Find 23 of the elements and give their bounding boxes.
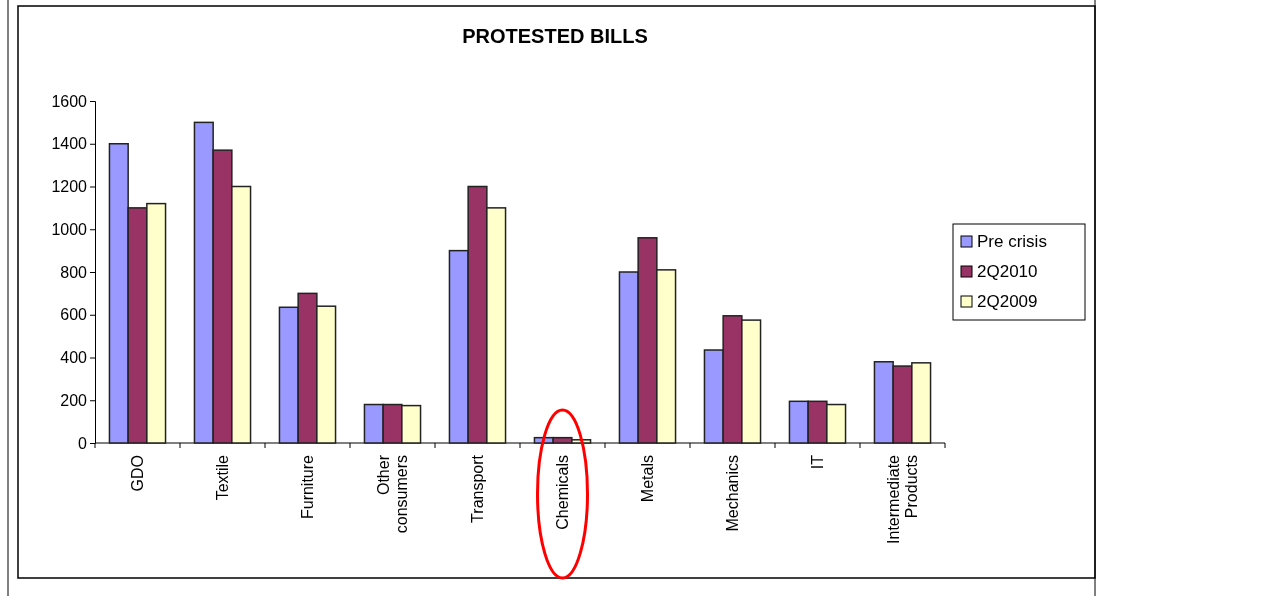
x-tick-label: Furniture — [298, 454, 316, 520]
x-tick-label: Transport — [468, 454, 486, 523]
legend-label: 2Q2009 — [977, 292, 1038, 311]
y-tick-label: 600 — [60, 306, 88, 324]
x-tick-label: Textile — [213, 454, 231, 501]
legend-label: Pre crisis — [977, 232, 1047, 251]
y-tick-label: 1600 — [51, 92, 88, 110]
y-tick-label: 200 — [60, 391, 88, 409]
y-tick-label: 1000 — [51, 220, 88, 238]
y-tick-label: 1200 — [51, 178, 88, 196]
x-tick-label: Mechanics — [723, 455, 741, 532]
y-tick-label: 0 — [78, 434, 88, 452]
y-tick-label: 400 — [60, 349, 88, 367]
y-tick-label: 1400 — [51, 135, 88, 153]
x-tick-label: Other consumers — [374, 454, 410, 534]
legend-label: 2Q2010 — [977, 262, 1038, 281]
y-tick-label: 800 — [60, 263, 88, 281]
x-tick-label: Intermediate Products — [884, 454, 920, 544]
chart-title: PROTESTED BILLS — [462, 25, 648, 47]
x-tick-label: GDO — [128, 455, 146, 492]
x-tick-label: IT — [808, 454, 826, 470]
x-tick-label: Metals — [638, 455, 656, 503]
x-tick-label: Chemicals — [553, 455, 571, 530]
